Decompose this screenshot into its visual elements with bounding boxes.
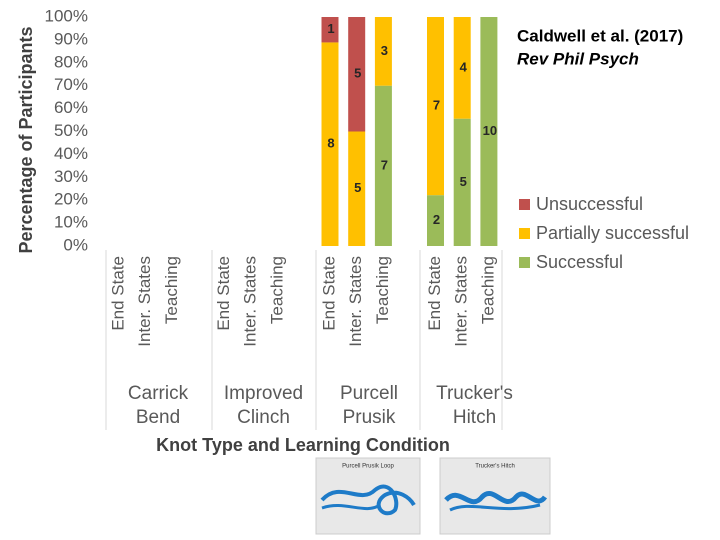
data-label: 4 <box>460 59 468 74</box>
x-axis-label: Knot Type and Learning Condition <box>156 435 450 455</box>
x-tick-label: Inter. States <box>452 256 471 347</box>
data-label: 5 <box>460 174 467 189</box>
group-label: Clinch <box>237 407 290 428</box>
y-tick-label: 90% <box>54 29 88 48</box>
y-tick-label: 80% <box>54 52 88 71</box>
legend-swatch <box>519 199 530 210</box>
bar-segment <box>374 85 392 246</box>
y-tick-label: 70% <box>54 75 88 94</box>
data-label: 1 <box>327 21 334 36</box>
group-label: Trucker's <box>436 383 513 404</box>
y-tick-label: 30% <box>54 167 88 186</box>
data-label: 10 <box>483 123 497 138</box>
group-label: Prusik <box>343 407 396 428</box>
y-tick-label: 60% <box>54 98 88 117</box>
x-tick-label: Inter. States <box>346 256 365 347</box>
x-tick-label: End State <box>108 256 127 331</box>
legend-label: Partially successful <box>536 223 689 243</box>
group-label: Improved <box>224 383 303 404</box>
y-tick-label: 20% <box>54 190 88 209</box>
x-tick-label: End State <box>319 256 338 331</box>
bar-segment <box>374 17 392 86</box>
x-tick-label: Inter. States <box>135 256 154 347</box>
bar-segment <box>480 17 498 246</box>
group-label: Bend <box>136 407 180 428</box>
x-tick-label: Teaching <box>162 256 181 324</box>
x-tick-label: Inter. States <box>241 256 260 347</box>
data-label: 7 <box>433 98 440 113</box>
x-tick-label: Teaching <box>373 256 392 324</box>
bar-segment <box>453 118 471 246</box>
annotation: Rev Phil Psych <box>517 49 639 68</box>
y-tick-label: 100% <box>45 6 88 25</box>
y-tick-label: 0% <box>63 235 88 254</box>
y-tick-label: 50% <box>54 121 88 140</box>
data-label: 5 <box>354 66 361 81</box>
photo-caption: Purcell Prusik Loop <box>342 464 394 470</box>
data-label: 5 <box>354 180 361 195</box>
y-axis-label: Percentage of Participants <box>16 26 36 253</box>
data-label: 2 <box>433 212 440 227</box>
group-label: Purcell <box>340 383 398 404</box>
legend-swatch <box>519 228 530 239</box>
data-label: 3 <box>381 43 388 58</box>
bar-segment <box>348 131 366 246</box>
group-label: Hitch <box>453 407 496 428</box>
x-tick-label: End State <box>214 256 233 331</box>
y-tick-label: 40% <box>54 144 88 163</box>
x-tick-label: End State <box>425 256 444 331</box>
bar-segment <box>321 42 339 246</box>
bar-segment <box>427 195 444 246</box>
knot-photo <box>315 457 551 535</box>
bar-segment <box>348 17 366 132</box>
data-label: 8 <box>327 136 334 151</box>
legend-label: Unsuccessful <box>536 194 643 214</box>
data-label: 7 <box>381 157 388 172</box>
photo-caption: Trucker's Hitch <box>475 464 515 470</box>
annotation: Caldwell et al. (2017) <box>517 26 683 45</box>
y-tick-label: 10% <box>54 213 88 232</box>
bar-segment <box>321 17 339 43</box>
legend-swatch <box>519 257 530 268</box>
legend-label: Successful <box>536 252 623 272</box>
x-tick-label: Teaching <box>478 256 497 324</box>
bar-segment <box>453 17 471 119</box>
x-tick-label: Teaching <box>267 256 286 324</box>
bar-segment <box>427 17 444 196</box>
group-label: Carrick <box>128 383 189 404</box>
